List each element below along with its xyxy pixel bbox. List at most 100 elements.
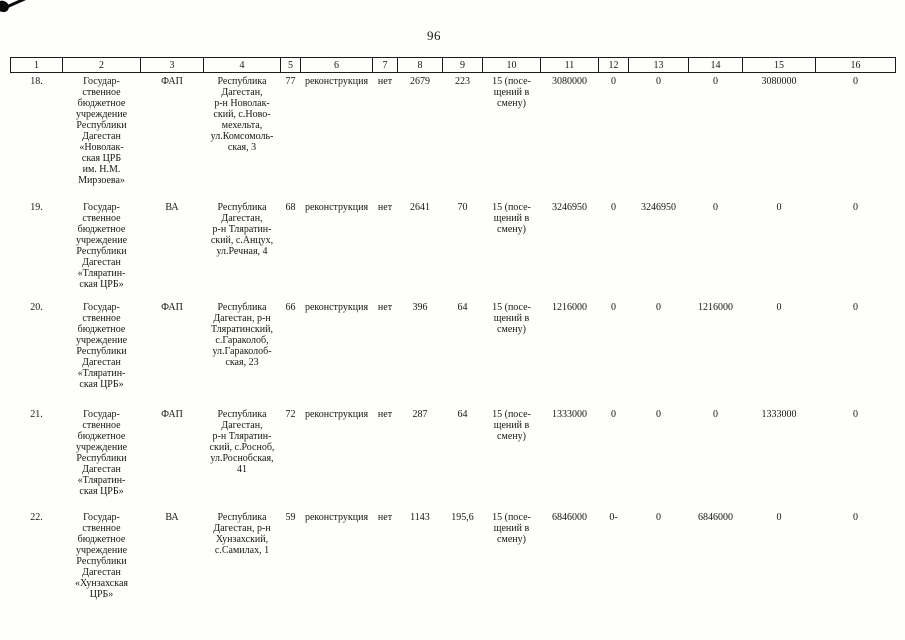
institution-name-cell: Государ- ственное бюджетное учреждение Р… xyxy=(75,511,128,600)
col14-cell: 0 xyxy=(713,408,718,420)
col9-cell: 195,6 xyxy=(451,511,474,523)
institution-name-cell: Государ- ственное бюджетное учреждение Р… xyxy=(75,301,128,390)
col8-cell: 1143 xyxy=(410,511,430,523)
table-row: 21. Государ- ственное бюджетное учрежден… xyxy=(11,406,896,509)
column-number-header: 7 xyxy=(372,57,398,73)
column-number-header: 5 xyxy=(280,57,301,73)
col12-cell: 0 xyxy=(611,201,616,213)
object-type-cell: ВА xyxy=(165,511,179,523)
column-number-header: 4 xyxy=(203,57,281,73)
table-row: 20. Государ- ственное бюджетное учрежден… xyxy=(11,299,896,406)
col11-cell: 3246950 xyxy=(552,201,587,213)
col7-cell: нет xyxy=(377,511,393,523)
address-cell: Республика Дагестан, р-н Новолак- ский, … xyxy=(210,76,274,153)
col15-cell: 3080000 xyxy=(761,76,797,87)
col12-cell: 0 xyxy=(611,301,616,313)
column-number-header: 1 xyxy=(10,57,63,73)
column-number-header: 12 xyxy=(598,57,629,73)
col13-cell: 3246950 xyxy=(641,201,676,213)
col11-cell: 1333000 xyxy=(552,408,587,420)
col9-cell: 70 xyxy=(457,201,468,213)
row-number-cell: 21. xyxy=(30,408,43,420)
institution-name-cell: Государ- ственное бюджетное учреждение Р… xyxy=(75,76,128,186)
col13-cell: 0 xyxy=(656,76,661,87)
table-row: 18. Государ- ственное бюджетное учрежден… xyxy=(11,73,896,199)
col8-cell: 287 xyxy=(412,408,428,420)
row-number-cell: 20. xyxy=(30,301,43,313)
object-type-cell: ФАП xyxy=(161,408,183,420)
col8-cell: 2679 xyxy=(410,76,430,87)
work-type-cell: реконструкция xyxy=(304,408,369,420)
col11-cell: 3080000 xyxy=(552,76,587,87)
table-body: 18. Государ- ственное бюджетное учрежден… xyxy=(11,73,896,604)
table-row: 22. Государ- ственное бюджетное учрежден… xyxy=(11,509,896,604)
institution-name-cell: Государ- ственное бюджетное учреждение Р… xyxy=(75,408,128,497)
col16-cell: 0 xyxy=(853,201,858,213)
address-cell: Республика Дагестан, р-н Тляратин- ский,… xyxy=(210,201,274,257)
work-type-cell: реконструкция xyxy=(304,301,369,313)
col12-cell: 0- xyxy=(609,511,618,523)
row-number-cell: 22. xyxy=(30,511,43,523)
work-type-cell: реконструкция xyxy=(304,511,369,523)
row-number-cell: 18. xyxy=(30,76,43,87)
capacity-cell: 15 (посе- щений в смену) xyxy=(492,76,531,109)
object-type-cell: ФАП xyxy=(161,301,183,313)
col13-cell: 0 xyxy=(656,511,661,523)
col15-cell: 1333000 xyxy=(761,408,797,420)
object-type-cell: ФАП xyxy=(161,76,183,87)
capacity-cell: 15 (посе- щений в смену) xyxy=(492,301,531,335)
column-number-header: 15 xyxy=(742,57,816,73)
column-number-row: 1 2 3 4 5 6 7 8 9 10 11 12 13 14 15 16 xyxy=(10,57,896,73)
col14-cell: 0 xyxy=(713,76,718,87)
col12-cell: 0 xyxy=(611,76,616,87)
institution-name-cell: Государ- ственное бюджетное учреждение Р… xyxy=(75,201,128,290)
capacity-cell: 15 (посе- щений в смену) xyxy=(492,511,531,545)
col9-cell: 64 xyxy=(457,301,468,313)
column-number-header: 2 xyxy=(62,57,141,73)
col9-cell: 223 xyxy=(455,76,470,87)
col16-cell: 0 xyxy=(853,408,858,420)
column-number-header: 10 xyxy=(482,57,541,73)
column-number-header: 3 xyxy=(140,57,204,73)
facilities-table: 1 2 3 4 5 6 7 8 9 10 11 12 13 14 15 16 1… xyxy=(10,57,896,604)
address-cell: Республика Дагестан, р-н Тляратин- ский,… xyxy=(209,408,275,475)
column-number-header: 8 xyxy=(397,57,443,73)
col5-cell: 72 xyxy=(285,408,296,420)
col9-cell: 64 xyxy=(457,408,468,420)
col5-cell: 68 xyxy=(285,201,296,213)
col16-cell: 0 xyxy=(853,76,858,87)
col11-cell: 6846000 xyxy=(552,511,587,523)
col11-cell: 1216000 xyxy=(552,301,587,313)
capacity-cell: 15 (посе- щений в смену) xyxy=(492,408,531,442)
page-number: 96 xyxy=(427,28,441,43)
col14-cell: 1216000 xyxy=(698,301,733,313)
col8-cell: 396 xyxy=(412,301,428,313)
column-number-header: 9 xyxy=(442,57,483,73)
col14-cell: 6846000 xyxy=(698,511,733,523)
object-type-cell: ВА xyxy=(165,201,179,213)
row-number-cell: 19. xyxy=(30,201,43,213)
column-number-header: 13 xyxy=(628,57,689,73)
column-number-header: 14 xyxy=(688,57,743,73)
col7-cell: нет xyxy=(377,76,393,87)
col15-cell: 0 xyxy=(776,201,782,213)
address-cell: Республика Дагестан, р-н Хунзахский, с.С… xyxy=(213,511,271,556)
col5-cell: 77 xyxy=(285,76,296,87)
col14-cell: 0 xyxy=(713,201,718,213)
col15-cell: 0 xyxy=(776,301,782,313)
col7-cell: нет xyxy=(377,301,393,313)
work-type-cell: реконструкция xyxy=(304,201,369,213)
column-number-header: 16 xyxy=(815,57,896,73)
col16-cell: 0 xyxy=(853,511,858,523)
table-row: 19. Государ- ственное бюджетное учрежден… xyxy=(11,199,896,299)
address-cell: Республика Дагестан, р-н Тляратинский, с… xyxy=(211,301,273,368)
capacity-cell: 15 (посе- щений в смену) xyxy=(492,201,531,235)
col15-cell: 0 xyxy=(776,511,782,523)
col5-cell: 66 xyxy=(285,301,296,313)
col7-cell: нет xyxy=(377,408,393,420)
col13-cell: 0 xyxy=(656,301,661,313)
column-number-header: 6 xyxy=(300,57,373,73)
work-type-cell: реконструкция xyxy=(304,76,369,87)
col13-cell: 0 xyxy=(656,408,661,420)
